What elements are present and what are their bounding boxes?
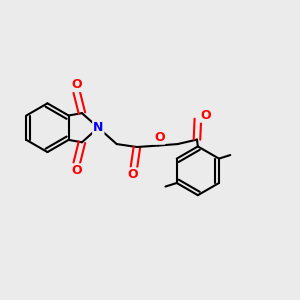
Text: N: N [93,121,104,134]
Text: O: O [71,164,82,177]
Text: O: O [127,169,138,182]
Text: O: O [200,109,211,122]
Text: O: O [154,131,164,144]
Text: O: O [71,78,82,91]
